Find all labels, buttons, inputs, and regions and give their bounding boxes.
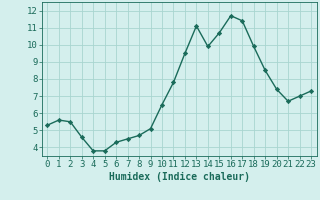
X-axis label: Humidex (Indice chaleur): Humidex (Indice chaleur) xyxy=(109,172,250,182)
